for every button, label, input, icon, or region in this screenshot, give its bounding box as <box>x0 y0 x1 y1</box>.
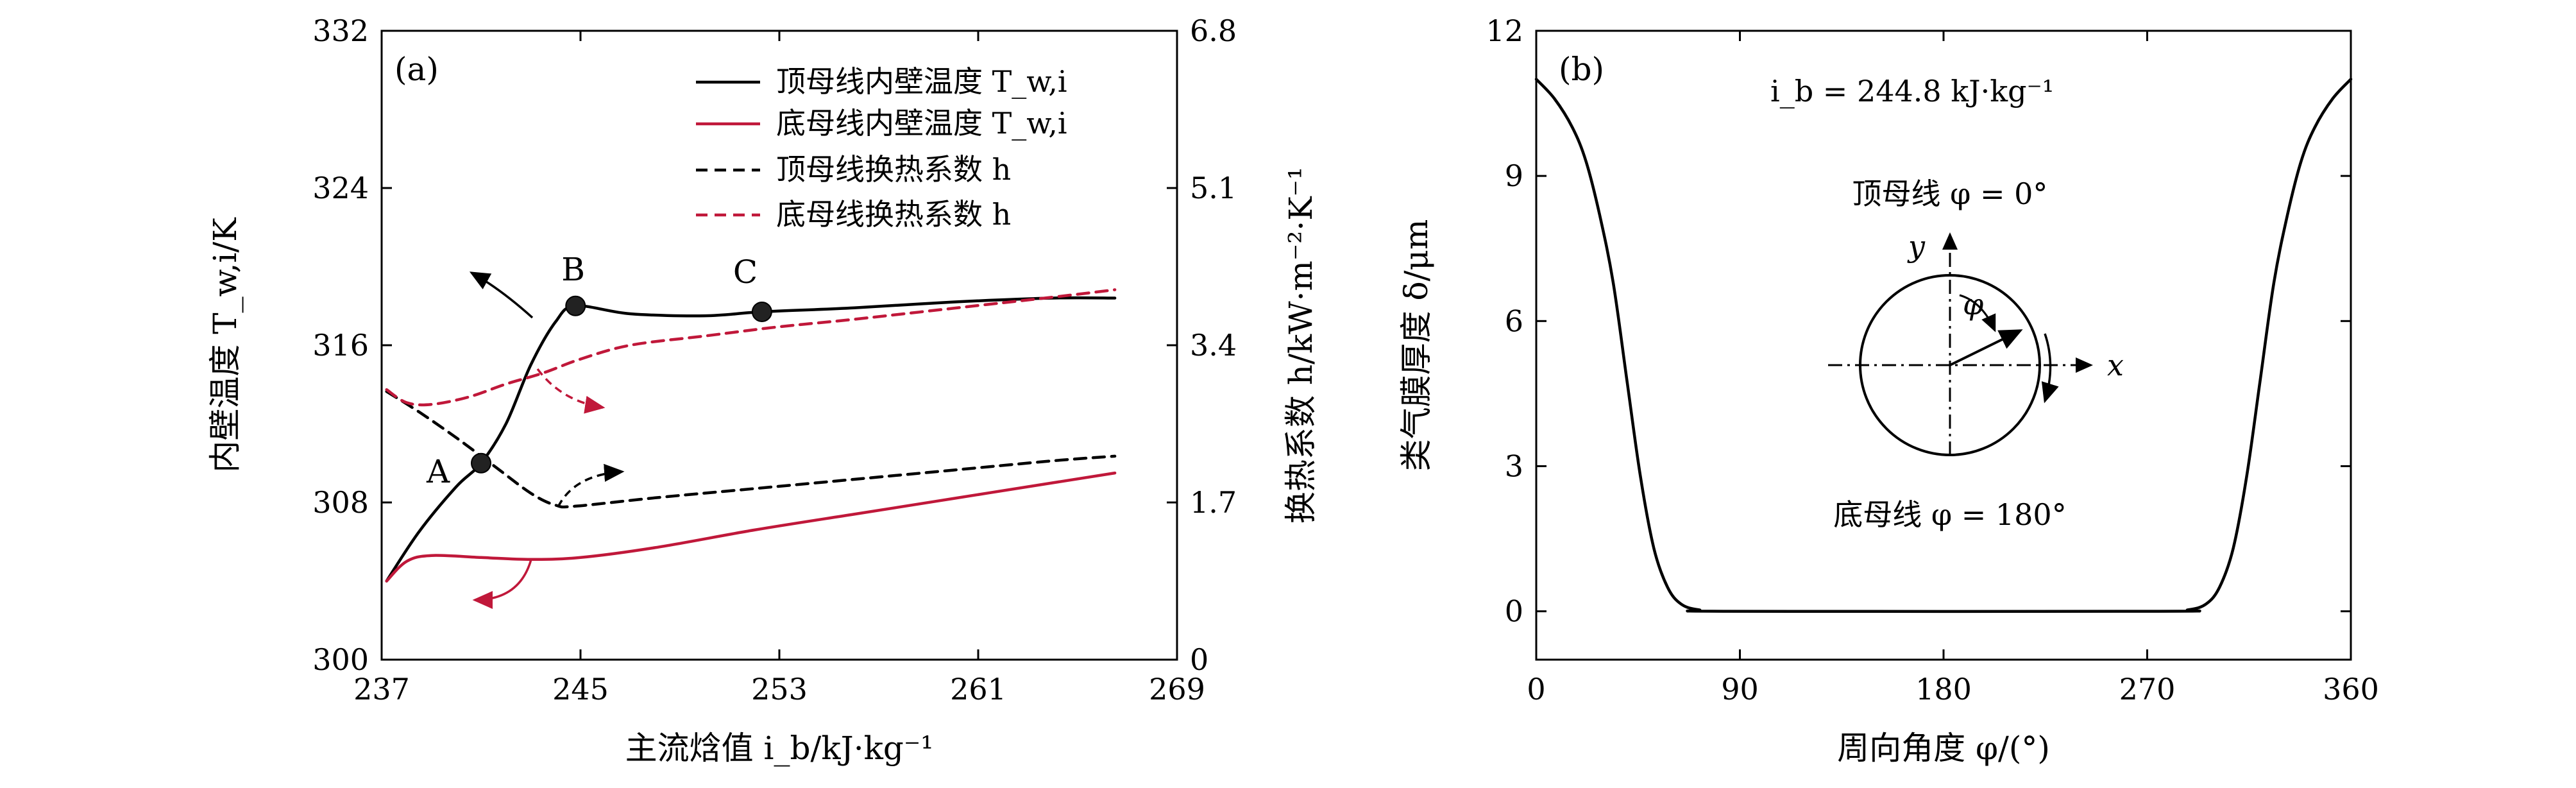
legend-label-bottom-h: 底母线换热系数 h <box>776 197 1011 232</box>
panel-a-y-right-tick-label: 3.4 <box>1190 328 1237 363</box>
legend-label-top-h: 顶母线换热系数 h <box>776 152 1011 187</box>
panel-a-ticks: 237 245 253 261 269 300 308 316 324 332 0 1.7 3.4 5.1… <box>312 13 1237 707</box>
legend-label-top-temp: 顶母线内壁温度 T_w,i <box>776 64 1067 99</box>
panel-b-x-label: 周向角度 φ/(°) <box>1837 730 2050 767</box>
legend-label-bottom-temp: 底母线内壁温度 T_w,i <box>776 106 1067 141</box>
series-bottom-wall-temp <box>385 471 1117 583</box>
marker-label-c: C <box>733 253 758 291</box>
panel-b-inset: 顶母线 φ = 0° 底母线 φ = 180° x y φ <box>1828 176 2124 532</box>
inset-bottom-label: 底母线 φ = 180° <box>1833 497 2066 532</box>
panel-b-label: (b) <box>1559 51 1604 88</box>
panel-a-series <box>385 288 1117 583</box>
panel-a-y-right-tick-label: 0 <box>1190 642 1208 677</box>
inset-angle-arc <box>1959 294 1996 332</box>
marker-point-c <box>751 301 772 322</box>
panel-b-condition: i_b = 244.8 kJ·kg⁻¹ <box>1770 74 2054 108</box>
marker-label-b: B <box>561 251 585 288</box>
series-top-heat-coef <box>385 390 1117 509</box>
arrow-bottom-temp-left <box>472 559 532 609</box>
panel-b-y-tick-label: 0 <box>1505 594 1523 629</box>
panel-b-x-tick-label: 180 <box>1915 672 1972 707</box>
panel-a-y-right-tick-label: 6.8 <box>1190 13 1237 48</box>
panel-b-x-tick-label: 0 <box>1527 672 1545 707</box>
arrow-bottom-h-right <box>536 368 606 414</box>
inset-y-axis-label: y <box>1907 229 1926 264</box>
panel-a-x-label: 主流焓值 i_b/kJ·kg⁻¹ <box>625 730 934 767</box>
panel-a-legend: 顶母线内壁温度 T_w,i 底母线内壁温度 T_w,i 顶母线换热系数 h 底母… <box>696 64 1067 232</box>
arrow-top-temp-left <box>469 271 534 319</box>
panel-a-y-tick-label: 324 <box>312 171 369 205</box>
marker-label-a: A <box>426 453 450 490</box>
panel-b-x-tick-label: 90 <box>1721 672 1759 707</box>
panel-b-y-label: 类气膜厚度 δ/μm <box>1398 219 1435 472</box>
panel-b: 0 90 180 270 360 0 3 6 9 12 (b) i_b = 244.8 kJ·kg… <box>1398 13 2379 767</box>
inset-rotation-arrow <box>2041 333 2059 404</box>
panel-b-y-tick-label: 3 <box>1505 449 1523 483</box>
panel-b-x-tick-label: 270 <box>2119 672 2176 707</box>
panel-a-x-tick-label: 253 <box>751 672 808 707</box>
panel-a-y-right-tick-label: 1.7 <box>1190 485 1237 520</box>
panel-a-y-tick-label: 332 <box>312 13 369 48</box>
panel-a-x-tick-label: 269 <box>1149 672 1205 707</box>
panel-b-y-tick-label: 6 <box>1505 304 1523 338</box>
panel-a-y-label-left: 内壁温度 T_w,i/K <box>207 217 244 473</box>
panel-b-series <box>1534 78 2353 613</box>
panel-a-y-tick-label: 300 <box>312 642 369 677</box>
series-film-thickness <box>1534 78 2353 613</box>
marker-point-b <box>565 295 586 316</box>
panel-b-x-tick-label: 360 <box>2323 672 2379 707</box>
panel-a-y-tick-label: 308 <box>312 485 369 520</box>
inset-radius-arrow <box>1949 329 2023 366</box>
panel-a: 237 245 253 261 269 300 308 316 324 332 0 1.7 3.4 5.1… <box>207 13 1319 767</box>
inset-x-axis-label: x <box>2107 348 2124 382</box>
inset-angle-symbol: φ <box>1963 287 1984 321</box>
panel-a-y-right-tick-label: 5.1 <box>1190 171 1237 205</box>
marker-point-a <box>471 452 491 474</box>
arrow-top-h-right <box>557 463 625 508</box>
panel-a-x-tick-label: 237 <box>353 672 410 707</box>
inset-top-label: 顶母线 φ = 0° <box>1852 176 2048 211</box>
series-bottom-heat-coef <box>385 288 1117 407</box>
panel-a-x-tick-label: 261 <box>950 672 1006 707</box>
panel-b-y-tick-label: 12 <box>1486 13 1523 48</box>
panel-b-ticks: 0 90 180 270 360 0 3 6 9 12 <box>1486 13 2378 707</box>
panel-a-y-label-right: 换热系数 h/kW·m⁻²·K⁻¹ <box>1282 167 1319 524</box>
panel-a-y-tick-label: 316 <box>312 328 369 363</box>
series-top-wall-temp <box>385 296 1117 583</box>
panel-a-label: (a) <box>394 51 439 88</box>
panel-b-y-tick-label: 9 <box>1505 158 1523 193</box>
panel-a-x-tick-label: 245 <box>552 672 609 707</box>
panel-a-direction-arrows <box>469 271 625 609</box>
panel-a-markers: A B C <box>426 251 772 490</box>
